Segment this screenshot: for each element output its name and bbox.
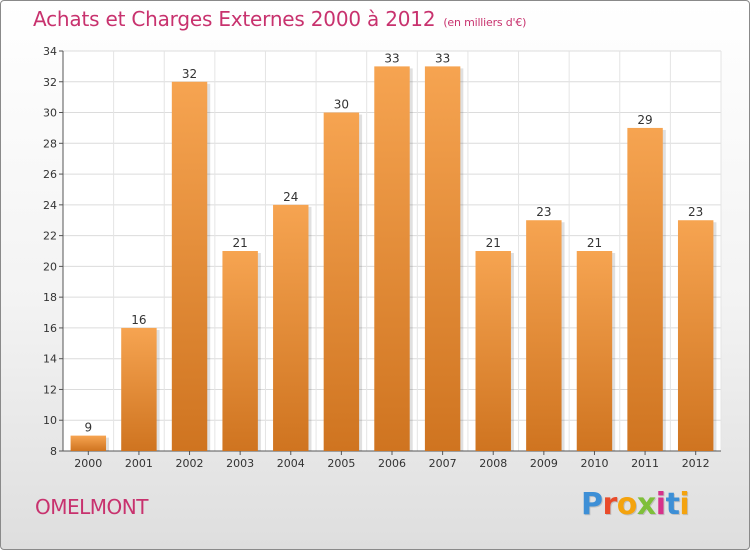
bar-2009 (526, 220, 562, 451)
y-tick-label: 10 (43, 414, 57, 427)
y-tick-label: 8 (50, 445, 57, 458)
data-label-2006: 33 (384, 51, 399, 65)
bar-2010 (576, 251, 613, 451)
data-label-2004: 24 (283, 190, 298, 204)
y-tick-label: 30 (43, 107, 57, 120)
x-tick-label-2009: 2009 (530, 457, 558, 470)
axes: 8 10 12 14 16 18 20 22 24 26 28 30 32 34 2000 2001 2002 2… (43, 45, 721, 470)
logo-letter: i (655, 487, 666, 522)
bar-2005 (323, 112, 360, 452)
x-tick-label-2010: 2010 (580, 457, 608, 470)
logo-letter: t (665, 487, 680, 522)
logo-letter: x (636, 487, 656, 522)
y-tick-label: 20 (43, 260, 57, 273)
data-label-2008: 21 (486, 236, 501, 250)
data-label-2009: 23 (536, 205, 551, 219)
bar-2011 (627, 127, 663, 451)
data-label-2000: 9 (84, 421, 92, 435)
data-label-2007: 33 (435, 51, 450, 65)
x-tick-label-2012: 2012 (682, 457, 710, 470)
y-tick-label: 18 (43, 291, 57, 304)
data-label-2001: 16 (131, 313, 146, 327)
y-tick-label: 26 (43, 168, 57, 181)
bar-2002 (171, 81, 208, 452)
bars (70, 66, 717, 452)
x-tick-label-2004: 2004 (277, 457, 305, 470)
logo-letter: P (581, 487, 603, 522)
x-tick-label-2003: 2003 (226, 457, 254, 470)
bar-2008 (475, 251, 511, 451)
bar-2000 (70, 435, 107, 451)
x-tick-label-2005: 2005 (327, 457, 355, 470)
chart-subtitle: (en milliers d'€) (443, 16, 527, 29)
y-tick-label: 12 (43, 383, 57, 396)
x-tick-label-2007: 2007 (429, 457, 457, 470)
bar-2006 (374, 66, 410, 451)
y-tick-label: 32 (43, 76, 57, 89)
y-tick-label: 24 (43, 199, 57, 212)
y-tick-label: 22 (43, 230, 57, 243)
x-tick-label-2006: 2006 (378, 457, 406, 470)
bar-2004 (273, 204, 309, 451)
data-label-2010: 21 (587, 236, 602, 250)
commune-name: OMELMONT (35, 495, 148, 519)
y-tick-label: 16 (43, 322, 57, 335)
bar-2007 (424, 66, 461, 451)
x-tick-label-2000: 2000 (74, 457, 102, 470)
logo-letter: i (679, 487, 690, 522)
x-tick-label-2002: 2002 (176, 457, 204, 470)
x-tick-label-2001: 2001 (125, 457, 153, 470)
data-label-2003: 21 (233, 236, 248, 250)
chart-title-text: Achats et Charges Externes 2000 à 2012 (33, 7, 436, 31)
bar-2012 (677, 220, 714, 451)
y-tick-label: 14 (43, 353, 57, 366)
logo-letter: r (602, 487, 618, 522)
bar-2001 (121, 327, 157, 451)
y-tick-label: 28 (43, 137, 57, 150)
y-tick-label: 34 (43, 45, 57, 58)
data-label-2012: 23 (688, 205, 703, 219)
x-tick-label-2008: 2008 (479, 457, 507, 470)
proxiti-logo: Proxiti (581, 487, 690, 522)
data-label-2002: 32 (182, 67, 197, 81)
bar-2003 (222, 251, 258, 451)
data-labels: 9 16 32 21 24 30 33 33 21 23 21 29 23 (84, 51, 703, 434)
x-tick-label-2011: 2011 (631, 457, 659, 470)
data-label-2005: 30 (334, 98, 349, 112)
logo-letter: o (616, 487, 638, 522)
chart-title: Achats et Charges Externes 2000 à 2012 (e… (33, 7, 526, 31)
data-label-2011: 29 (637, 113, 652, 127)
